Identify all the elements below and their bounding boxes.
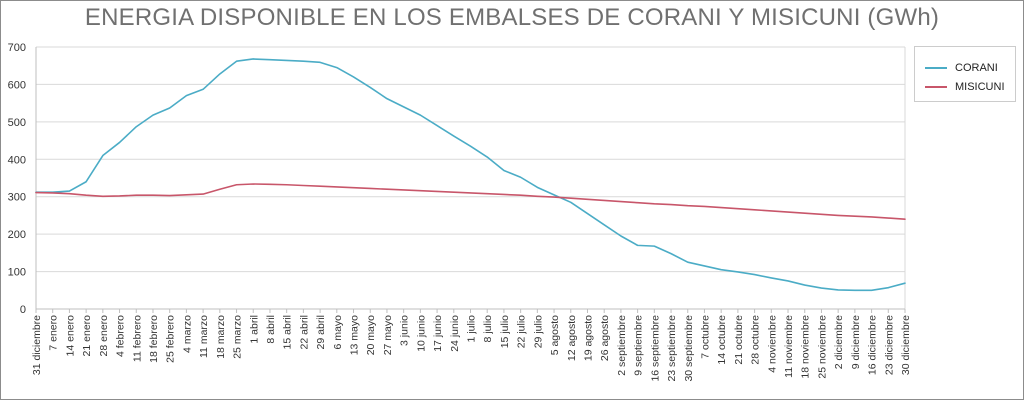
x-tick-label: 5 agosto <box>549 315 561 355</box>
legend-item-misicuni: MISICUNI <box>925 80 1005 94</box>
x-tick-label: 9 diciembre <box>850 315 862 369</box>
x-tick-label: 22 abril <box>298 315 310 349</box>
x-tick-label: 25 noviembre <box>816 315 828 379</box>
x-tick-label: 8 julio <box>482 315 494 343</box>
x-tick-label: 7 enero <box>48 315 60 351</box>
x-tick-label: 4 febrero <box>115 315 127 357</box>
x-tick-label: 6 mayo <box>332 315 344 350</box>
x-tick-label: 2 septiembre <box>616 315 628 376</box>
x-tick-label: 30 diciembre <box>900 315 912 375</box>
x-axis-ticks: 31 diciembre 7 enero 14 enero 21 enero 28 en… <box>31 309 912 382</box>
x-tick-label: 10 junio <box>415 315 427 352</box>
chart-axes <box>35 47 906 310</box>
x-tick-label: 23 diciembre <box>883 315 895 375</box>
x-tick-label: 22 julio <box>516 315 528 348</box>
legend-label-misicuni: MISICUNI <box>955 81 1005 93</box>
x-tick-label: 2 diciembre <box>833 315 845 369</box>
x-tick-label: 21 octubre <box>733 315 745 365</box>
x-tick-label: 28 enero <box>98 315 110 357</box>
x-tick-label: 4 marzo <box>181 315 193 353</box>
y-tick-label: 700 <box>8 42 26 54</box>
legend-swatch-misicuni <box>925 86 947 88</box>
y-axis-ticks: 0 100 200 300 400 500 600 700 <box>8 42 26 316</box>
x-tick-label: 23 septiembre <box>666 315 678 382</box>
x-tick-label: 19 agosto <box>582 315 594 361</box>
y-tick-label: 300 <box>8 192 26 204</box>
x-tick-label: 30 septiembre <box>683 315 695 382</box>
legend: CORANI MISICUNI <box>914 46 1016 102</box>
y-tick-label: 0 <box>20 304 26 316</box>
x-tick-label: 3 junio <box>399 315 411 346</box>
x-tick-label: 11 marzo <box>198 315 210 358</box>
x-tick-label: 25 febrero <box>165 315 177 363</box>
x-tick-label: 8 abril <box>265 315 277 344</box>
x-tick-label: 24 junio <box>449 315 461 352</box>
x-tick-label: 21 enero <box>81 315 93 357</box>
x-tick-label: 29 julio <box>532 315 544 348</box>
x-tick-label: 14 enero <box>64 315 76 357</box>
y-tick-label: 600 <box>8 79 26 91</box>
x-tick-label: 29 abril <box>315 315 327 349</box>
legend-label-corani: CORANI <box>955 62 998 74</box>
x-tick-label: 25 marzo <box>232 315 244 359</box>
x-tick-label: 1 abril <box>248 315 260 344</box>
x-tick-label: 27 mayo <box>382 315 394 355</box>
x-tick-label: 12 agosto <box>566 315 578 361</box>
x-tick-label: 18 noviembre <box>800 315 812 379</box>
x-tick-label: 11 noviembre <box>783 315 795 378</box>
x-tick-label: 1 julio <box>466 315 478 343</box>
x-tick-label: 11 febrero <box>131 315 143 362</box>
x-tick-label: 15 abril <box>282 315 294 349</box>
x-tick-label: 31 diciembre <box>31 315 43 375</box>
x-tick-label: 18 febrero <box>148 315 160 363</box>
chart-title: ENERGIA DISPONIBLE EN LOS EMBALSES DE CO… <box>84 4 940 31</box>
series-line-misicuni <box>35 183 906 220</box>
y-tick-label: 500 <box>8 117 26 129</box>
x-tick-label: 26 agosto <box>599 315 611 361</box>
x-tick-label: 16 septiembre <box>649 315 661 382</box>
x-tick-label: 14 octubre <box>716 315 728 365</box>
x-tick-label: 7 octubre <box>699 315 711 359</box>
x-tick-label: 15 julio <box>499 315 511 348</box>
x-tick-label: 4 noviembre <box>766 315 778 373</box>
x-tick-label: 9 septiembre <box>633 315 645 376</box>
legend-item-corani: CORANI <box>925 61 998 75</box>
x-tick-label: 13 mayo <box>349 315 361 355</box>
series-line-corani <box>35 58 906 292</box>
legend-swatch-corani <box>925 67 947 69</box>
y-tick-label: 100 <box>8 267 26 279</box>
x-tick-label: 20 mayo <box>365 315 377 355</box>
y-tick-label: 400 <box>8 154 26 166</box>
y-tick-label: 200 <box>8 229 26 241</box>
series-lines <box>35 58 906 292</box>
x-tick-label: 28 octubre <box>750 315 762 365</box>
x-tick-label: 17 junio <box>432 315 444 352</box>
x-tick-label: 18 marzo <box>215 315 227 359</box>
x-tick-label: 16 diciembre <box>867 315 879 375</box>
grid-lines <box>36 46 905 310</box>
